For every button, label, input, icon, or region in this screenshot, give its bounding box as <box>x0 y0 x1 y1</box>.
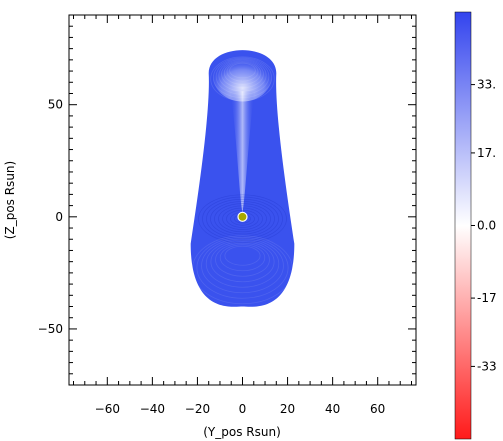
plume-shape <box>190 49 295 307</box>
y-axis-ticks: 50 0 −50 <box>38 14 416 386</box>
x-tick-label: −20 <box>185 402 210 416</box>
y-tick-label: 50 <box>48 98 63 112</box>
colorbar-tick-label: 0.0 <box>477 219 496 233</box>
x-tick-label: 0 <box>239 402 247 416</box>
colorbar-tick-label: -17 <box>477 291 497 305</box>
x-tick-label: 60 <box>370 402 385 416</box>
colorbar-tick-label: 17. <box>477 146 496 160</box>
x-axis-title: (Y_pos Rsun) <box>203 425 281 439</box>
plume-head-highlight <box>212 49 273 102</box>
ripple-pattern <box>191 56 294 305</box>
origin-marker <box>237 211 248 222</box>
plume-neck-highlight <box>230 91 255 213</box>
x-tick-label: −60 <box>95 402 120 416</box>
x-axis-ticks: −60 −40 −20 0 20 40 60 <box>73 15 412 416</box>
x-tick-label: 40 <box>325 402 340 416</box>
x-tick-label: −40 <box>140 402 165 416</box>
x-tick-label: 20 <box>280 402 295 416</box>
colorbar-tick-label: 33. <box>477 78 496 92</box>
colorbar-ticks: 33. 17. 0.0 -17 -33 <box>471 78 497 373</box>
y-tick-label: −50 <box>38 322 63 336</box>
y-tick-label: 0 <box>55 210 63 224</box>
colorbar <box>454 11 472 440</box>
colorbar-tick-label: -33 <box>477 359 497 373</box>
y-axis-title: (Z_pos Rsun) <box>3 161 17 239</box>
